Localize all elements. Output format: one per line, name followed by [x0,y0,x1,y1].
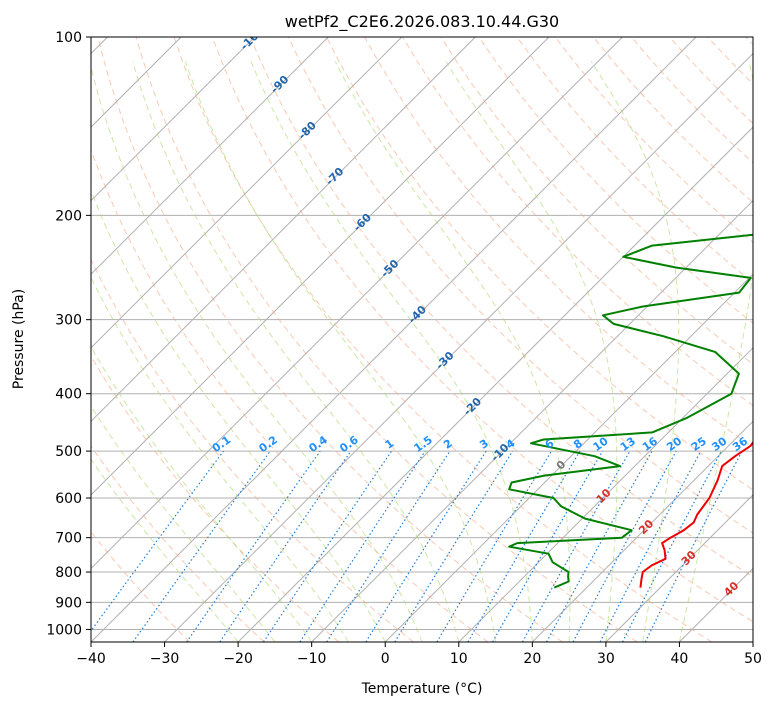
mixing-ratio-line-8 [394,450,514,642]
y-tick-label-100: 100 [55,30,82,46]
y-tick-label-800: 800 [55,565,82,581]
moist-adiabat-20 [250,61,533,642]
x-tick-label--20: −20 [223,651,253,667]
isotherm--90 [91,37,329,275]
isotherm--60 [91,37,550,496]
profile-line-0 [639,440,753,588]
sounding-profiles [508,233,753,589]
x-tick-label--10: −10 [297,651,327,667]
mixing-ratio-line-4 [262,450,392,642]
y-tick-label-700: 700 [55,531,82,547]
mixing-ratio-line-3 [219,450,352,642]
y-axis-label: Pressure (hPa) [11,289,27,389]
plot-area: -100-90-80-70-60-50-40-30-20-10010203040… [91,37,753,642]
moist-adiabat-5 [91,65,423,642]
dry-adiabat-80 [326,37,753,491]
x-axis-label: Temperature (°C) [361,681,483,697]
isotherm--100 [91,37,256,202]
x-tick-label--40: −40 [76,651,106,667]
moist-adiabat-25 [334,61,571,642]
isotherm-20 [531,420,753,642]
dry-adiabats [91,37,753,642]
x-tick-label-0: 0 [381,651,390,667]
y-tick-label-200: 200 [55,208,82,224]
moist-adiabat--20 [91,458,239,642]
dry-adiabat-60 [249,37,753,578]
x-tick-label--30: −30 [150,651,180,667]
mixing-ratio-line-14 [572,450,677,642]
moist-adiabat-40 [678,61,753,642]
moist-adiabats [91,61,753,642]
y-tick-label-300: 300 [55,313,82,329]
y-tick-label-1000: 1000 [46,622,82,638]
mixing-ratio-line-6 [326,450,451,642]
moist-adiabat-30 [445,61,618,642]
y-tick-label-900: 900 [55,595,82,611]
x-tick-label-30: 30 [597,651,615,667]
mixing-ratio-line-0 [91,450,224,632]
moist-adiabat-15 [184,61,497,642]
x-tick-label-40: 40 [671,651,689,667]
dry-adiabat-40 [173,37,713,642]
moist-adiabat--15 [91,405,276,642]
dry-adiabat-70 [287,37,753,534]
x-tick-label-50: 50 [744,651,762,667]
x-axis-ticks: −40 −30 −20 −10 0 10 20 30 40 50 [76,642,762,667]
mixing-ratio-line-13 [546,450,653,642]
profile-line-1 [508,233,753,589]
chart-title: wetPf2_C2E6.2026.083.10.44.G30 [285,12,559,32]
isotherm--30 [164,52,753,642]
isotherm-30 [605,494,753,642]
mixing-ratio-line-17 [644,450,743,642]
dry-adiabat-0 [91,258,414,642]
dry-adiabat-30 [135,37,638,642]
moist-adiabat--10 [91,345,313,642]
y-tick-label-600: 600 [55,491,82,507]
plot-frame [90,36,754,643]
isotherm--50 [91,37,623,570]
isotherm-0 [384,273,753,642]
moist-adiabat-0 [91,189,386,642]
dry-adiabat--10 [91,355,340,642]
isotherm--70 [91,37,476,423]
mixing-ratio-line-1 [132,450,271,642]
y-tick-label-500: 500 [55,444,82,460]
moist-adiabat-35 [590,61,680,642]
dry-adiabat--20 [91,445,265,642]
y-axis-ticks: 100 200 300 400 500 600 700 800 900 1000 [46,30,91,638]
mixing-ratio-line-5 [299,450,426,642]
dry-adiabat-20 [97,37,563,642]
isotherm--80 [91,37,403,349]
moist-adiabat--5 [91,276,349,642]
x-tick-label-10: 10 [450,651,468,667]
x-tick-label-20: 20 [523,651,541,667]
isotherm--20 [237,126,753,642]
moist-adiabat-10 [132,61,460,642]
y-tick-label-400: 400 [55,387,82,403]
mixing-ratio-line-2 [186,450,321,642]
dry-adiabat-50 [211,37,753,623]
mixing-ratio-lines [91,450,743,642]
mixing-ratio-line-12 [521,450,631,642]
